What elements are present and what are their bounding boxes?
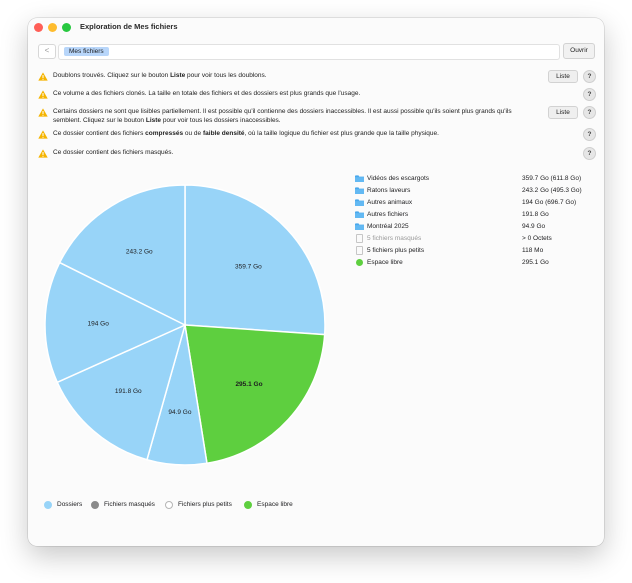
legend-item-name: Espace libre — [367, 259, 403, 266]
pie-slice-label: 194 Go — [88, 321, 110, 328]
legend-color-dot-icon — [44, 501, 52, 509]
help-button[interactable]: ? — [583, 128, 596, 141]
bottom-legend-label: Espace libre — [257, 501, 293, 508]
title-bar: Exploration de Mes fichiers — [28, 18, 604, 40]
pie-slice[interactable] — [58, 184, 186, 327]
folder-icon — [355, 211, 364, 218]
zoom-window-button[interactable] — [62, 23, 71, 32]
legend-item-size: 243.2 Go (495.3 Go) — [522, 187, 582, 194]
legend-item-name: Autres fichiers — [367, 211, 409, 218]
pie-slice-label: 295.1 Go — [235, 381, 262, 388]
list-button[interactable]: Liste — [548, 106, 578, 119]
legend-item-name: 5 fichiers plus petits — [367, 247, 425, 254]
legend-item-size: 194 Go (696.7 Go) — [522, 199, 577, 206]
open-button[interactable]: Ouvrir — [563, 43, 595, 59]
legend-item-row[interactable]: Vidéos des escargots 359.7 Go (611.8 Go) — [355, 173, 595, 185]
pie-slice-label: 243.2 Go — [126, 249, 153, 256]
minimize-window-button[interactable] — [48, 23, 57, 32]
warning-text: Ce volume a des fichiers clonés. La tail… — [53, 90, 361, 97]
back-button[interactable]: < — [38, 44, 56, 59]
warning-icon — [38, 149, 48, 158]
legend-item-name: Autres animaux — [367, 199, 413, 206]
pie-slice[interactable] — [146, 324, 208, 466]
legend-color-dot-icon — [91, 501, 99, 509]
bottom-legend-label: Fichiers masqués — [104, 501, 155, 508]
pie-slice[interactable] — [184, 324, 326, 465]
help-button[interactable]: ? — [583, 106, 596, 119]
legend-item-row[interactable]: Ratons laveurs 243.2 Go (495.3 Go) — [355, 185, 595, 197]
legend-item-row[interactable]: 5 fichiers plus petits 118 Mo — [355, 245, 595, 257]
path-field[interactable]: Mes fichiers — [58, 44, 560, 60]
legend-item-row[interactable]: Autres fichiers 191.8 Go — [355, 209, 595, 221]
folder-icon — [355, 175, 364, 182]
legend-item-row[interactable]: Autres animaux 194 Go (696.7 Go) — [355, 197, 595, 209]
legend-item-size: 359.7 Go (611.8 Go) — [522, 175, 582, 182]
folder-icon — [355, 187, 364, 194]
pie-slice-label: 191.8 Go — [115, 388, 142, 395]
warning-text: Certains dossiers ne sont que lisibles p… — [53, 108, 512, 124]
explorer-window: Exploration de Mes fichiers < Mes fichie… — [28, 18, 604, 546]
close-window-button[interactable] — [34, 23, 43, 32]
help-button[interactable]: ? — [583, 70, 596, 83]
pie-slice[interactable] — [44, 261, 187, 384]
legend-item-size: 295.1 Go — [522, 259, 549, 266]
warning-icon — [38, 90, 48, 99]
legend-color-dot-icon — [165, 501, 173, 509]
legend-item-size: 191.8 Go — [522, 211, 549, 218]
document-icon — [356, 246, 363, 255]
bottom-legend-label: Dossiers — [57, 501, 83, 508]
warning-icon — [38, 130, 48, 139]
help-button[interactable]: ? — [583, 147, 596, 160]
path-bar: < Mes fichiers Ouvrir — [38, 43, 595, 60]
legend-item-row[interactable]: 5 fichiers masqués > 0 Octets — [355, 233, 595, 245]
pie-slice-label: 359.7 Go — [235, 263, 262, 270]
folder-icon — [355, 199, 364, 206]
warning-text: Ce dossier contient des fichiers masqués… — [53, 149, 174, 156]
legend-item-row[interactable]: Montréal 2025 94.9 Go — [355, 221, 595, 233]
legend-item-size: 118 Mo — [522, 247, 544, 254]
list-button[interactable]: Liste — [548, 70, 578, 83]
legend-color-dot-icon — [244, 501, 252, 509]
legend-item-row[interactable]: Espace libre 295.1 Go — [355, 257, 595, 269]
warning-icon — [38, 108, 48, 117]
path-token-mes-fichiers[interactable]: Mes fichiers — [64, 47, 109, 56]
warning-text: Doublons trouvés. Cliquez sur le bouton … — [53, 72, 267, 79]
pie-slice[interactable] — [184, 184, 326, 336]
help-button[interactable]: ? — [583, 88, 596, 101]
legend-item-name: Montréal 2025 — [367, 223, 409, 230]
green-dot-icon — [356, 259, 363, 266]
legend-item-name: Ratons laveurs — [367, 187, 411, 194]
warning-icon — [38, 72, 48, 81]
window-title: Exploration de Mes fichiers — [80, 22, 178, 31]
legend-item-size: 94.9 Go — [522, 223, 546, 230]
warning-text: Ce dossier contient des fichiers compres… — [53, 130, 439, 137]
folder-icon — [355, 223, 364, 230]
legend-item-name: Vidéos des escargots — [367, 175, 430, 182]
legend-item-size: > 0 Octets — [522, 235, 552, 242]
bottom-legend-label: Fichiers plus petits — [178, 501, 232, 508]
legend-item-name: 5 fichiers masqués — [367, 235, 422, 242]
document-icon — [356, 234, 363, 243]
pie-slice-label: 94.9 Go — [168, 409, 192, 416]
pie-slice[interactable] — [56, 323, 187, 461]
